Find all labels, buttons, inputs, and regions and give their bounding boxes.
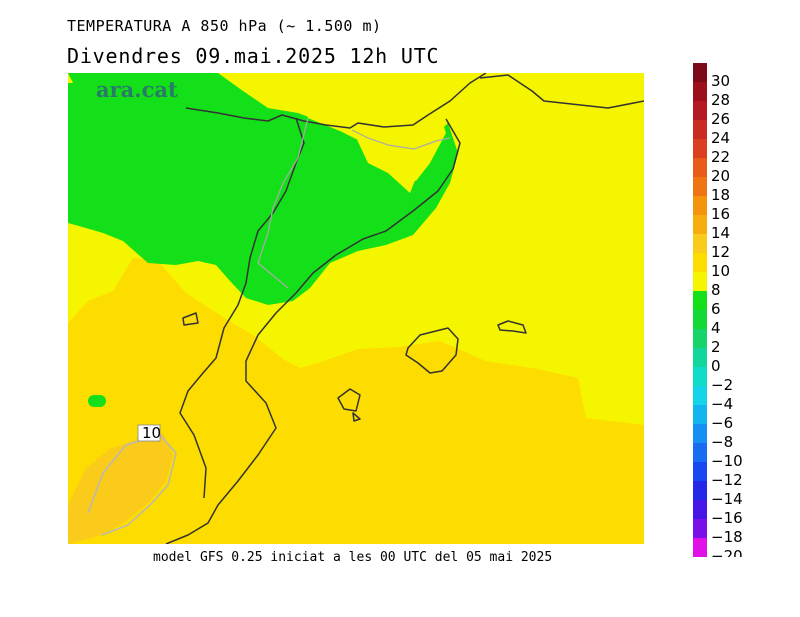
legend-label: −2: [711, 376, 733, 394]
legend-label: 4: [711, 319, 721, 337]
legend-label: −18: [711, 528, 743, 546]
legend-label: 28: [711, 91, 730, 109]
contour-10-line: [87, 434, 177, 536]
legend-label: −20: [711, 547, 743, 557]
legend-swatch: [693, 196, 707, 216]
legend-label: 26: [711, 110, 730, 128]
map-title: TEMPERATURA A 850 hPa (~ 1.500 m): [67, 17, 382, 35]
legend-swatch: [693, 253, 707, 273]
legend-swatch: [693, 500, 707, 520]
legend-swatch: [693, 63, 707, 83]
field-green-spot: [88, 395, 106, 407]
field-yellow-pyrenees-strip: [303, 93, 446, 181]
field-orange-core: [68, 433, 173, 544]
legend-label: −14: [711, 490, 743, 508]
legend-label: 10: [711, 262, 730, 280]
legend-swatch: [693, 481, 707, 501]
map-subtitle: Divendres 09.mai.2025 12h UTC: [67, 44, 440, 68]
legend-swatch: [693, 101, 707, 121]
legend-label: −6: [711, 414, 733, 432]
legend-label: 18: [711, 186, 730, 204]
legend-swatch: [693, 310, 707, 330]
legend-label: −16: [711, 509, 743, 527]
legend-swatch: [693, 386, 707, 406]
legend-label: 2: [711, 338, 721, 356]
legend-swatch: [693, 272, 707, 292]
legend-label: 30: [711, 72, 730, 90]
legend-swatch: [693, 519, 707, 539]
color-scale-legend: 302826242220181614121086420−2−4−6−8−10−1…: [693, 63, 743, 557]
legend-swatch: [693, 405, 707, 425]
inner-borders: [257, 117, 451, 289]
legend-swatch: [693, 291, 707, 311]
coastlines: [165, 73, 644, 544]
legend-label: 12: [711, 243, 730, 261]
legend-label: 14: [711, 224, 730, 242]
field-yellow-southwest-coast: [68, 73, 73, 83]
legend-label: 6: [711, 300, 721, 318]
legend-swatch: [693, 158, 707, 178]
field-green-north: [68, 73, 458, 305]
legend-swatch: [693, 443, 707, 463]
contour-10-label-box: 10: [137, 424, 161, 442]
legend-label: 16: [711, 205, 730, 223]
legend-label: 8: [711, 281, 721, 299]
brand-logo: ara.cat: [96, 77, 178, 102]
legend-swatch: [693, 367, 707, 387]
legend-label: −8: [711, 433, 733, 451]
legend-label: 0: [711, 357, 721, 375]
legend-swatch: [693, 462, 707, 482]
legend-label: 24: [711, 129, 730, 147]
contour-10-label: 10: [142, 424, 161, 442]
legend-swatch: [693, 82, 707, 102]
legend-swatch: [693, 139, 707, 159]
legend-swatch: [693, 234, 707, 254]
legend-swatch: [693, 177, 707, 197]
model-info: model GFS 0.25 iniciat a les 00 UTC del …: [153, 550, 553, 565]
legend-swatch: [693, 424, 707, 444]
legend-label: 22: [711, 148, 730, 166]
legend-swatch: [693, 329, 707, 349]
field-gold-sea-patch: [308, 385, 358, 441]
legend-label: −12: [711, 471, 743, 489]
legend-swatch: [693, 348, 707, 368]
legend-label: −10: [711, 452, 743, 470]
legend-label: 20: [711, 167, 730, 185]
legend-label: −4: [711, 395, 733, 413]
legend-swatch: [693, 120, 707, 140]
legend-swatch: [693, 215, 707, 235]
temperature-map: 10 ara.cat: [68, 73, 644, 544]
legend-swatch: [693, 538, 707, 557]
